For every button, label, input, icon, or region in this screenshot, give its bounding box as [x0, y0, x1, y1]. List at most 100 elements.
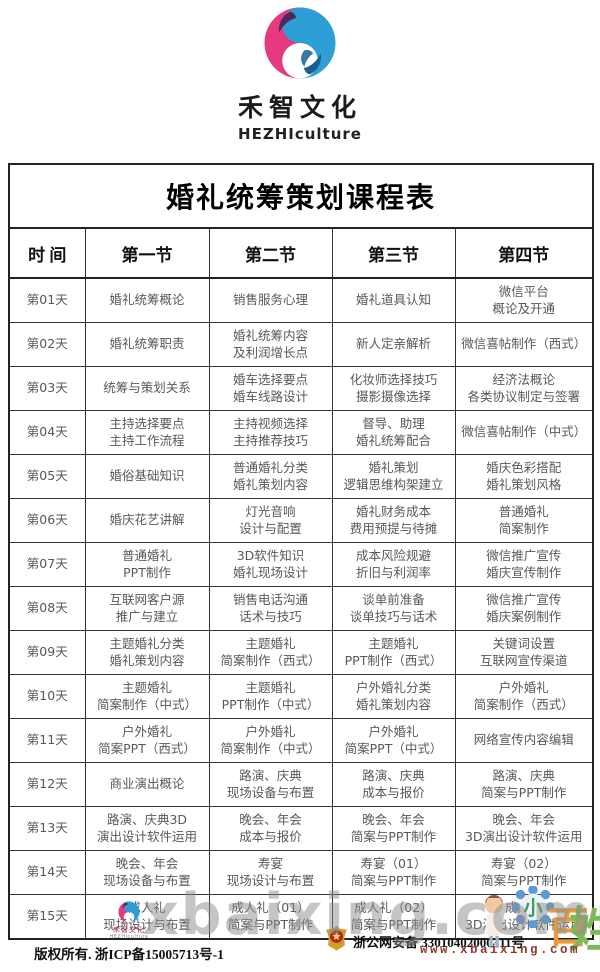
table-row: 第05天 婚俗基础知识 普通婚礼分类 婚礼策划内容 婚礼策划 逻辑思维构架建立 婚庆色彩… [8, 454, 594, 499]
course-cell: 普通婚礼 简案制作 [454, 498, 594, 543]
table-row: 第02天 婚礼统筹职责 婚礼统筹内容 及利润增长点 新人定亲解析 微信喜帖制作（西式） [8, 322, 594, 367]
course-cell: 关键词设置 互联网宣传渠道 [454, 630, 594, 675]
course-cell: 婚礼策划 逻辑思维构架建立 [331, 454, 456, 499]
course-cell: 寿宴 现场设计与布置 [208, 850, 333, 895]
course-cell: 主题婚礼 PPT制作（中式） [208, 674, 333, 719]
course-cell: 婚庆花艺讲解 [84, 498, 210, 543]
day-cell: 第07天 [8, 542, 86, 587]
course-cell: 主题婚礼 简案制作（西式） [208, 630, 333, 675]
course-cell: 主题婚礼 简案制作（中式） [84, 674, 210, 719]
course-cell: 主持选择要点 主持工作流程 [84, 410, 210, 455]
course-cell: 主题婚礼分类 婚礼策划内容 [84, 630, 210, 675]
mascot-xing-char: 姓 [569, 904, 600, 957]
table-row: 第06天 婚庆花艺讲解 灯光音响 设计与配置 婚礼财务成本 费用预提与待摊 普通婚礼 简… [8, 498, 594, 543]
day-cell: 第03天 [8, 366, 86, 411]
day-cell: 第10天 [8, 674, 86, 719]
day-cell: 第14天 [8, 850, 86, 895]
column-header: 时 间 [8, 227, 86, 279]
day-cell: 第13天 [8, 806, 86, 851]
course-cell: 普通婚礼分类 婚礼策划内容 [208, 454, 333, 499]
column-header: 第三节 [331, 227, 456, 279]
course-cell: 寿宴（01） 简案与PPT制作 [331, 850, 456, 895]
course-cell: 成人礼（01） 简案与PPT制作 [208, 894, 333, 940]
course-cell: 谈单前准备 谈单技巧与话术 [331, 586, 456, 631]
column-header: 第二节 [208, 227, 333, 279]
day-cell: 第15天 [8, 894, 86, 940]
mascot-xiao-char: 小 [523, 897, 543, 920]
table-row: 第13天 路演、庆典3D 演出设计软件运用 晚会、年会 成本与报价 晚会、年会 简案与… [8, 806, 594, 851]
course-cell: 成本风险规避 折旧与利润率 [331, 542, 456, 587]
table-row: 第09天 主题婚礼分类 婚礼策划内容 主题婚礼 简案制作（西式） 主题婚礼 PPT制作… [8, 630, 594, 675]
table-row: 第07天 普通婚礼 PPT制作 3D软件知识 婚礼现场设计 成本风险规避 折旧与利润率… [8, 542, 594, 587]
course-cell: 销售服务心理 [208, 277, 333, 323]
watermark-text: xbaixing.com [142, 882, 594, 948]
table-title: 婚礼统筹策划课程表 [8, 163, 594, 229]
table-row: 第03天 统筹与策划关系 婚车选择要点 婚车线路设计 化妆师选择技巧 摄影摄像选择 经济… [8, 366, 594, 411]
course-cell: 微信推广宣传 婚庆案例制作 [454, 586, 594, 631]
course-cell: 普通婚礼 PPT制作 [84, 542, 210, 587]
course-table: 婚礼统筹策划课程表 时 间第一节 第二节 第三节 第四节 第01天 婚礼统筹概论 销售服务… [8, 163, 595, 940]
course-cell: 婚俗基础知识 [84, 454, 210, 499]
table-title-row: 婚礼统筹策划课程表 [8, 163, 594, 229]
day-cell: 第02天 [8, 322, 86, 367]
column-header: 第四节 [454, 227, 594, 279]
course-cell: 晚会、年会 简案与PPT制作 [331, 806, 456, 851]
watermark-url: www.xbaixing.com [420, 943, 581, 957]
day-cell: 第08天 [8, 586, 86, 631]
mascot-girl-icon [485, 895, 503, 948]
day-cell: 第04天 [8, 410, 86, 455]
course-cell: 户外婚礼 简案制作（中式） [208, 718, 333, 763]
course-cell: 婚车选择要点 婚车线路设计 [208, 366, 333, 411]
course-cell: 灯光音响 设计与配置 [208, 498, 333, 543]
course-cell: 微信推广宣传 婚庆宣传制作 [454, 542, 594, 587]
table-row: 第01天 婚礼统筹概论 销售服务心理 婚礼道具认知 微信平台 概论及开通 [8, 277, 594, 323]
course-cell: 网络宣传内容编辑 [454, 718, 594, 763]
course-cell: 户外婚礼 简案PPT（中式） [331, 718, 456, 763]
course-cell: 化妆师选择技巧 摄影摄像选择 [331, 366, 456, 411]
footer-brand-name: 禾智文化 [113, 926, 145, 934]
day-cell: 第11天 [8, 718, 86, 763]
course-cell: 晚会、年会 现场设备与布置 [84, 850, 210, 895]
day-cell: 第12天 [8, 762, 86, 807]
course-cell: 路演、庆典 成本与报价 [331, 762, 456, 807]
course-cell: 户外婚礼 简案PPT（西式） [84, 718, 210, 763]
hezhi-mini-logo-icon [118, 901, 140, 923]
table-row: 第04天 主持选择要点 主持工作流程 主持视频选择 主持推荐技巧 督导、助理 婚礼统筹… [8, 410, 594, 455]
course-cell: 新人定亲解析 [331, 322, 456, 367]
course-cell: 销售电话沟通 话术与技巧 [208, 586, 333, 631]
course-cell: 路演、庆典 简案与PPT制作 [454, 762, 594, 807]
table-row: 第08天 互联网客户源 推广与建立 销售电话沟通 话术与技巧 谈单前准备 谈单技巧与话… [8, 586, 594, 631]
course-cell: 微信喜帖制作（西式） [454, 322, 594, 367]
footer-copyright-block: 禾智文化 HEZHIculture 版权所有. 浙ICP备15005713号-1 [18, 901, 240, 963]
table-row: 第12天 商业演出概论 路演、庆典 现场设备与布置 路演、庆典 成本与报价 路演、庆典 … [8, 762, 594, 807]
course-cell: 成人礼 现场设计与布置 [84, 894, 210, 940]
course-cell: 婚礼道具认知 [331, 277, 456, 323]
course-cell: 婚礼统筹职责 [84, 322, 210, 367]
day-cell: 第09天 [8, 630, 86, 675]
hezhi-logo-icon [264, 7, 336, 79]
security-filing-text: 浙公网安备 33010402000311号 [353, 935, 525, 950]
police-badge-icon [326, 925, 347, 951]
course-cell: 路演、庆典3D 演出设计软件运用 [84, 806, 210, 851]
course-cell: 主题婚礼 PPT制作（西式） [331, 630, 456, 675]
course-cell: 主持视频选择 主持推荐技巧 [208, 410, 333, 455]
brand-name: 禾智文化 [237, 95, 362, 122]
day-cell: 第06天 [8, 498, 86, 543]
table-row: 第10天 主题婚礼 简案制作（中式） 主题婚礼 PPT制作（中式） 户外婚礼分类 婚礼… [8, 674, 594, 719]
mascot-badge-icon: 小 [512, 886, 554, 928]
course-cell: 商业演出概论 [84, 762, 210, 807]
day-cell: 第05天 [8, 454, 86, 499]
course-cell: 户外婚礼 简案制作（西式） [454, 674, 594, 719]
icp-copyright-text: 版权所有. 浙ICP备15005713号-1 [34, 947, 224, 963]
course-cell: 婚礼统筹概论 [84, 277, 210, 323]
table-header-row: 时 间第一节 第二节 第三节 第四节 [8, 227, 594, 279]
course-cell: 婚礼财务成本 费用预提与待摊 [331, 498, 456, 543]
course-cell: 婚礼统筹内容 及利润增长点 [208, 322, 333, 367]
table-row: 第11天 户外婚礼 简案PPT（西式） 户外婚礼 简案制作（中式） 户外婚礼 简案PP… [8, 718, 594, 763]
footer-brand-subtitle: HEZHIculture [109, 933, 149, 940]
course-cell: 督导、助理 婚礼统筹配合 [331, 410, 456, 455]
course-cell: 互联网客户源 推广与建立 [84, 586, 210, 631]
course-cell: 寿宴（02） 简案与PPT制作 [454, 850, 594, 895]
course-cell: 统筹与策划关系 [84, 366, 210, 411]
